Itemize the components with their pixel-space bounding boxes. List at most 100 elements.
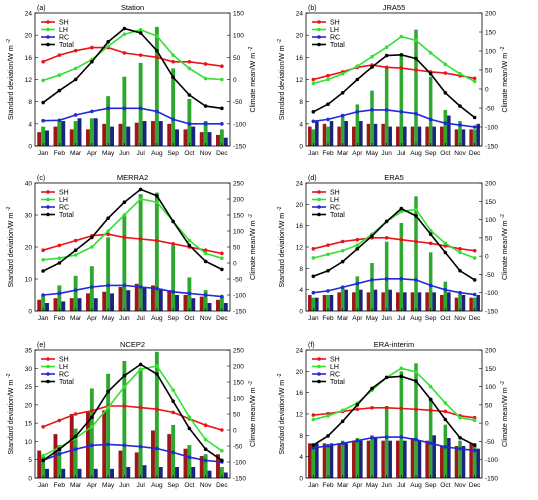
bar-sh bbox=[366, 123, 371, 146]
bar-sh bbox=[86, 293, 90, 311]
bar-rc bbox=[93, 298, 98, 311]
x-tick-label: May bbox=[366, 482, 379, 489]
point-lh bbox=[171, 388, 175, 392]
bar-lh bbox=[355, 438, 360, 478]
left-tick-label: 20 bbox=[25, 402, 33, 409]
bar-sh bbox=[69, 414, 74, 478]
point-total bbox=[472, 443, 477, 447]
right-tick-label: 100 bbox=[233, 396, 244, 403]
bar-lh bbox=[73, 428, 78, 478]
point-total bbox=[458, 104, 462, 108]
point-lh bbox=[220, 256, 224, 261]
bar-lh bbox=[203, 121, 208, 146]
left-tick-label: 8 bbox=[299, 99, 303, 106]
right-tick-label: 0 bbox=[485, 254, 489, 261]
bar-sh bbox=[337, 443, 341, 478]
bar-lh bbox=[414, 29, 418, 147]
legend-marker-sh bbox=[317, 20, 321, 24]
x-tick-label: Jul bbox=[136, 482, 145, 489]
left-axis-label-sup: -2 bbox=[6, 206, 12, 211]
bar-rc bbox=[329, 443, 334, 478]
point-sh bbox=[122, 51, 127, 55]
bar-sh bbox=[151, 285, 155, 311]
legend-label-rc: RC bbox=[59, 34, 69, 41]
point-rc bbox=[171, 117, 175, 122]
right-tick-label: 100 bbox=[233, 229, 244, 236]
x-tick-label: Oct bbox=[184, 150, 194, 157]
x-tick-label: Dec bbox=[469, 315, 481, 322]
point-lh bbox=[355, 243, 360, 247]
bar-sh bbox=[366, 440, 371, 478]
right-tick-label: 100 bbox=[485, 217, 496, 224]
point-sh bbox=[41, 59, 45, 64]
bar-sh bbox=[469, 129, 473, 147]
point-sh bbox=[472, 248, 477, 253]
point-lh bbox=[443, 241, 448, 246]
point-sh bbox=[90, 45, 94, 50]
bar-rc bbox=[447, 115, 451, 146]
legend-marker-lh bbox=[317, 364, 321, 369]
bar-rc bbox=[403, 126, 407, 146]
right-axis-label-text: Climate mean/W m bbox=[250, 51, 257, 112]
left-tick-label: 8 bbox=[299, 433, 303, 440]
right-tick-label: 50 bbox=[233, 245, 241, 252]
bar-rc bbox=[403, 292, 407, 311]
legend-label-rc: RC bbox=[330, 34, 340, 41]
point-sh bbox=[428, 408, 433, 413]
bar-sh bbox=[69, 129, 74, 147]
bar-sh bbox=[308, 126, 312, 146]
bar-sh bbox=[425, 440, 429, 478]
point-lh bbox=[203, 437, 208, 442]
right-axis-label-sup: -2 bbox=[500, 46, 506, 51]
point-lh bbox=[138, 367, 143, 372]
legend-label-sh: SH bbox=[330, 356, 340, 363]
bar-lh bbox=[122, 360, 127, 478]
point-sh bbox=[384, 405, 389, 410]
legend-label-lh: LH bbox=[330, 27, 339, 34]
panel-letter: (a) bbox=[37, 5, 46, 12]
right-axis-label: Climate mean/W m -2 bbox=[248, 381, 257, 447]
x-tick-label: Sep bbox=[425, 315, 437, 322]
bar-lh bbox=[384, 241, 389, 311]
point-sh bbox=[443, 244, 448, 248]
point-rc bbox=[171, 450, 175, 455]
point-sh bbox=[57, 53, 62, 57]
left-tick-label: 0 bbox=[299, 309, 303, 316]
line-total bbox=[312, 53, 476, 119]
point-lh bbox=[187, 415, 192, 420]
left-axis-label-sup: -2 bbox=[277, 39, 283, 44]
right-tick-label: 150 bbox=[233, 213, 244, 220]
bar-rc bbox=[175, 295, 179, 311]
legend-marker-lh bbox=[317, 27, 321, 32]
right-tick-label: -150 bbox=[485, 309, 498, 316]
bar-lh bbox=[370, 263, 374, 311]
bar-rc bbox=[110, 293, 114, 311]
left-tick-label: 15 bbox=[25, 421, 33, 428]
bar-sh bbox=[216, 134, 220, 146]
x-tick-label: Oct bbox=[440, 315, 450, 322]
point-rc bbox=[370, 108, 374, 112]
bar-sh bbox=[134, 452, 139, 478]
point-lh bbox=[326, 252, 330, 257]
left-axis-label-sup: -2 bbox=[6, 39, 12, 44]
bar-lh bbox=[399, 371, 404, 478]
point-sh bbox=[355, 237, 360, 242]
point-lh bbox=[203, 251, 208, 256]
right-tick-label: 150 bbox=[485, 199, 496, 206]
bar-lh bbox=[428, 398, 433, 478]
bar-lh bbox=[326, 126, 330, 146]
x-tick-label: Feb bbox=[54, 150, 66, 157]
bar-rc bbox=[461, 446, 466, 478]
legend-marker-sh bbox=[46, 190, 50, 194]
point-rc bbox=[90, 109, 94, 114]
legend-marker-lh bbox=[46, 27, 50, 32]
legend-label-total: Total bbox=[59, 212, 74, 219]
point-lh bbox=[106, 44, 110, 49]
x-tick-label: Sep bbox=[425, 150, 437, 157]
point-rc bbox=[414, 278, 418, 282]
point-total bbox=[187, 426, 192, 431]
bar-sh bbox=[86, 129, 90, 147]
x-tick-label: Aug bbox=[410, 150, 422, 157]
point-total bbox=[355, 247, 360, 251]
legend-marker-total bbox=[317, 42, 321, 47]
